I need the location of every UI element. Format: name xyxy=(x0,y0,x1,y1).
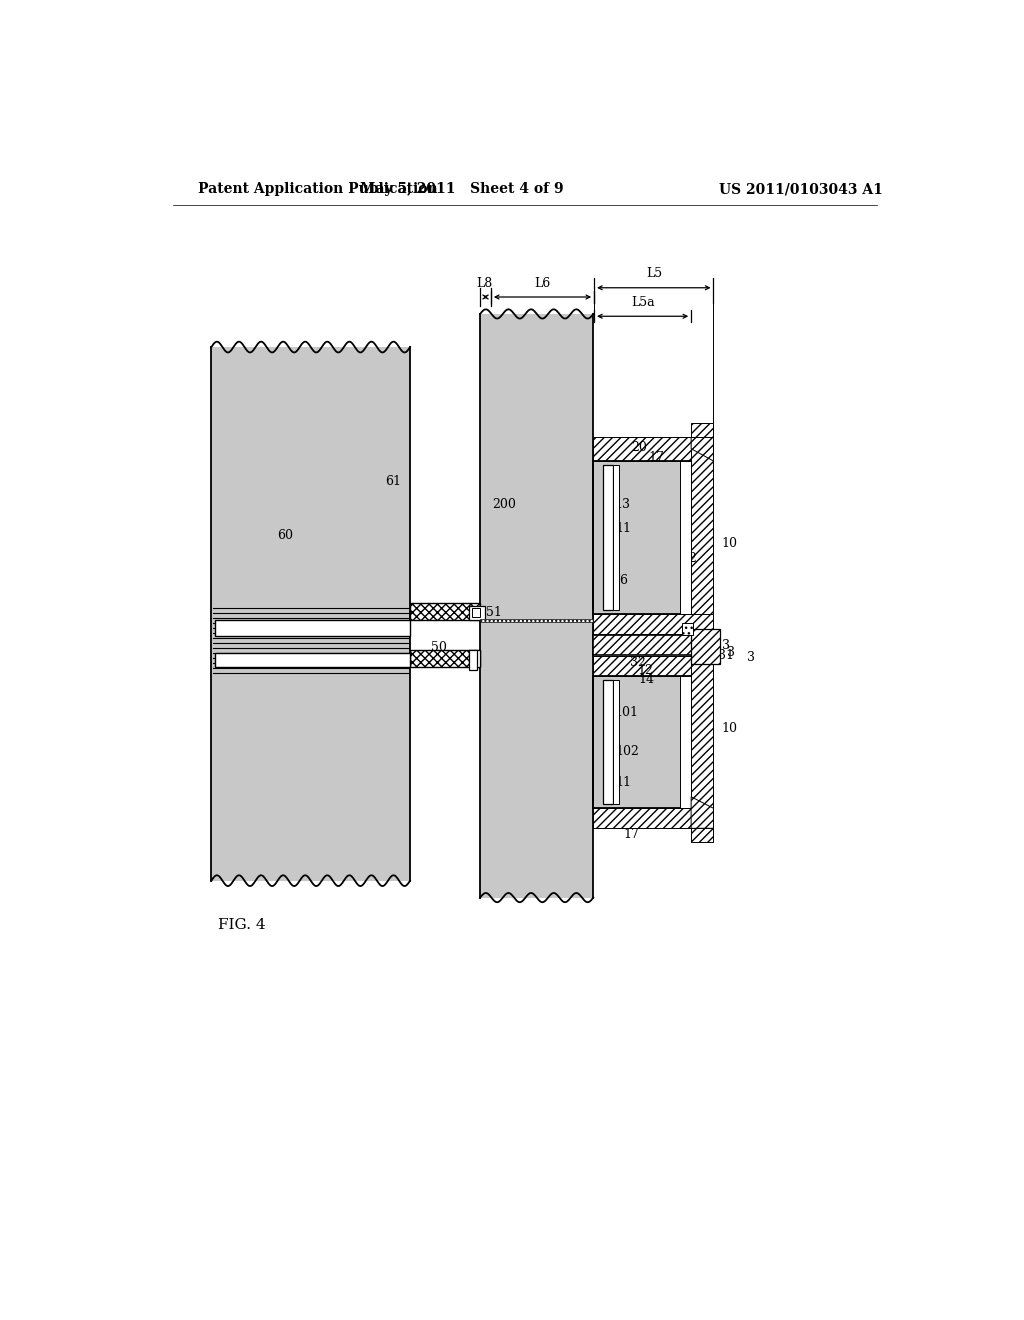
Polygon shape xyxy=(691,437,714,461)
Bar xyxy=(593,808,714,829)
Bar xyxy=(593,676,691,808)
Text: L8: L8 xyxy=(476,277,493,289)
Text: May 5, 2011   Sheet 4 of 9: May 5, 2011 Sheet 4 of 9 xyxy=(359,182,563,197)
Bar xyxy=(612,465,618,610)
Bar xyxy=(480,619,593,622)
Bar xyxy=(680,676,691,808)
Text: 12: 12 xyxy=(682,552,697,565)
Text: 12: 12 xyxy=(637,664,653,677)
Bar xyxy=(603,680,612,804)
Polygon shape xyxy=(691,797,714,829)
Text: L5: L5 xyxy=(646,268,663,280)
Text: 61: 61 xyxy=(385,475,400,488)
Bar xyxy=(472,609,480,618)
Text: 15: 15 xyxy=(683,638,698,649)
Text: Patent Application Publication: Patent Application Publication xyxy=(199,182,438,197)
Bar xyxy=(593,635,714,655)
Text: 101: 101 xyxy=(614,706,639,719)
Bar xyxy=(593,461,691,614)
Bar xyxy=(680,461,691,614)
Bar xyxy=(469,606,484,619)
Bar xyxy=(691,437,714,614)
Bar xyxy=(410,649,480,667)
Text: US 2011/0103043 A1: US 2011/0103043 A1 xyxy=(719,182,883,197)
Bar xyxy=(480,314,593,898)
Text: 3: 3 xyxy=(727,647,735,659)
Text: 60: 60 xyxy=(276,529,293,543)
Text: L6: L6 xyxy=(535,277,551,289)
Bar xyxy=(593,437,714,461)
Text: 13: 13 xyxy=(614,499,631,511)
Bar xyxy=(691,829,714,842)
Text: 200: 200 xyxy=(493,499,516,511)
Text: 32: 32 xyxy=(630,656,645,669)
Text: 102: 102 xyxy=(615,744,640,758)
Bar xyxy=(469,649,480,667)
Bar xyxy=(469,649,477,669)
Bar xyxy=(215,653,410,667)
Text: 16: 16 xyxy=(612,574,629,587)
Text: 3: 3 xyxy=(746,651,755,664)
Text: 11: 11 xyxy=(615,776,632,788)
Text: FIG. 4: FIG. 4 xyxy=(217,917,265,932)
Bar xyxy=(593,656,714,676)
Bar xyxy=(612,680,618,804)
Text: L5a: L5a xyxy=(631,296,654,309)
Text: 10: 10 xyxy=(721,537,737,550)
Bar xyxy=(691,656,714,808)
Bar xyxy=(691,424,714,437)
Bar xyxy=(691,628,720,664)
Text: 31: 31 xyxy=(718,648,734,661)
Bar xyxy=(593,614,714,635)
Bar xyxy=(682,623,692,635)
Bar xyxy=(603,465,612,610)
Text: 51: 51 xyxy=(486,606,502,619)
Text: 20: 20 xyxy=(631,441,647,454)
Text: 11: 11 xyxy=(615,521,632,535)
Bar xyxy=(215,620,410,636)
Bar xyxy=(211,347,410,880)
Text: 17: 17 xyxy=(648,450,664,463)
Text: 14: 14 xyxy=(639,673,654,686)
Text: 17: 17 xyxy=(624,828,639,841)
Text: 3: 3 xyxy=(722,639,730,652)
Text: 10: 10 xyxy=(721,722,737,735)
Bar xyxy=(410,603,480,620)
Text: 50: 50 xyxy=(431,640,446,653)
